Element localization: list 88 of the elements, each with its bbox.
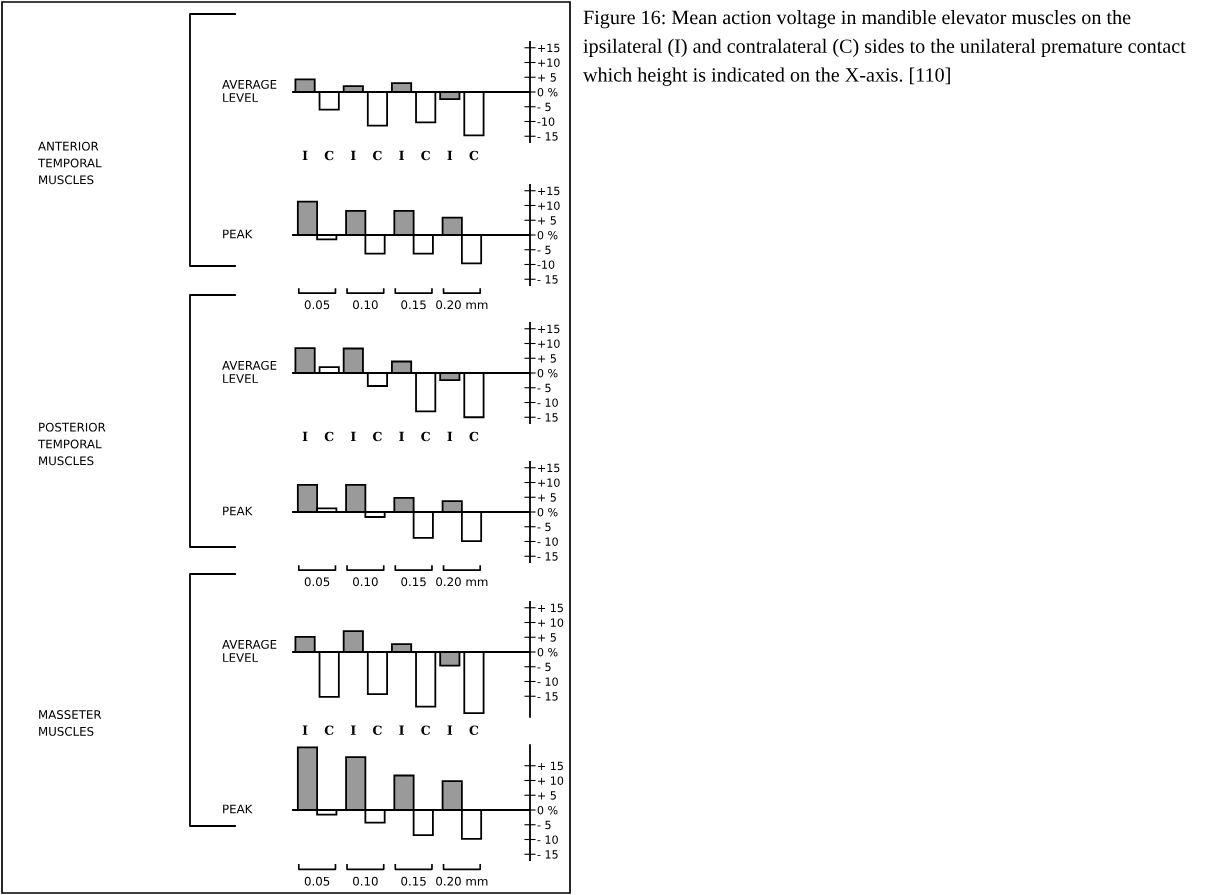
y-tick-label: 0 % — [537, 507, 558, 517]
y-axis-title: PEAK — [223, 506, 253, 516]
x-tick-label: C — [469, 431, 479, 442]
y-tick-label: - 15 — [537, 552, 558, 561]
y-axis-title: PEAK — [223, 804, 253, 814]
y-tick-label: - 10 — [537, 537, 558, 546]
y-tick-label: + 5 — [538, 791, 556, 800]
x-tick-label: C — [421, 150, 431, 161]
x-tick-label: C — [421, 725, 431, 735]
y-tick-label: +15 — [538, 186, 560, 196]
x-tick-label: 0.20 mm — [436, 577, 488, 587]
y-tick-label: +15 — [538, 463, 560, 473]
y-tick-label: - 15 — [537, 850, 558, 859]
x-tick-label: C — [372, 431, 382, 442]
text: ANTERIOR TEMPORAL MUSCLES — [37, 141, 102, 185]
text: MASSETER MUSCLES — [39, 710, 102, 736]
y-tick-label: - 10 — [537, 398, 558, 407]
x-tick-label: C — [469, 725, 479, 735]
y-tick-label: - 5 — [537, 662, 551, 672]
y-tick-label: 0 % — [537, 87, 558, 97]
y-tick-label: - 15 — [537, 132, 558, 141]
x-tick-label: I — [302, 725, 308, 735]
x-tick-label: C — [324, 431, 334, 442]
y-tick-label: + 15 — [538, 761, 563, 771]
x-tick-label: I — [302, 431, 308, 441]
y-tick-label: - 5 — [537, 102, 551, 112]
y-tick-label: -10 — [537, 117, 555, 126]
y-tick-label: 0 % — [537, 805, 558, 815]
y-tick-label: +10 — [538, 201, 560, 210]
y-tick-label: - 5 — [537, 245, 551, 255]
x-tick-label: C — [469, 150, 479, 161]
x-tick-label: I — [350, 150, 356, 160]
y-tick-label: +15 — [538, 324, 560, 334]
y-tick-label: - 5 — [537, 522, 551, 532]
x-tick-label: C — [324, 725, 334, 735]
x-tick-label: 0.05 — [304, 300, 330, 310]
x-tick-label: I — [447, 725, 453, 735]
y-tick-label: - 15 — [537, 692, 558, 701]
y-tick-label: +15 — [538, 43, 560, 53]
x-tick-label: 0.20 mm — [436, 876, 488, 886]
caption: Figure 16: Mean action voltage in mandible elevator muscles on the ipsilateral (I) and contralateral (C) sides to the unilateral premature contact which height is indicated on the X-axis. [110] — [583, 10, 1186, 86]
y-axis-title: AVERAGE LEVEL — [222, 79, 277, 102]
y-axis-title: AVERAGE LEVEL — [222, 639, 277, 662]
y-axis-title: AVERAGE LEVEL — [222, 360, 277, 383]
x-tick-label: 0.05 — [304, 876, 330, 886]
y-tick-label: 0 % — [537, 230, 558, 240]
y-tick-label: +10 — [538, 58, 560, 67]
y-tick-label: 0 % — [537, 368, 558, 378]
x-tick-label: C — [421, 431, 431, 442]
y-tick-label: + 15 — [538, 603, 563, 613]
y-tick-label: - 5 — [537, 820, 551, 830]
y-tick-label: + 5 — [538, 493, 556, 502]
y-tick-label: - 15 — [537, 275, 558, 284]
x-tick-label: 0.10 — [353, 577, 378, 587]
x-tick-label: I — [399, 431, 404, 441]
y-tick-label: - 10 — [537, 835, 558, 844]
x-tick-label: 0.20 mm — [436, 300, 488, 310]
x-tick-label: I — [447, 150, 453, 160]
y-tick-label: +10 — [538, 339, 560, 348]
x-tick-label: C — [372, 725, 382, 735]
y-tick-label: - 5 — [537, 383, 551, 393]
x-tick-label: I — [350, 725, 356, 735]
y-tick-label: + 5 — [538, 633, 556, 642]
y-tick-label: - 15 — [537, 413, 558, 422]
y-tick-label: 0 % — [537, 647, 558, 657]
x-tick-label: I — [350, 431, 356, 441]
x-tick-label: I — [399, 725, 404, 735]
x-tick-label: 0.05 — [304, 577, 330, 587]
y-tick-label: + 5 — [538, 354, 556, 363]
x-tick-label: I — [447, 431, 453, 441]
y-tick-label: + 5 — [538, 216, 556, 225]
text: POSTERIOR TEMPORAL MUSCLES — [37, 422, 106, 466]
y-axis-title: PEAK — [223, 229, 253, 239]
x-tick-label: 0.15 — [401, 300, 426, 310]
x-tick-label: 0.15 — [401, 876, 426, 886]
x-tick-label: 0.15 — [401, 577, 426, 587]
x-tick-label: C — [324, 150, 334, 161]
y-tick-label: + 5 — [538, 73, 556, 82]
x-tick-label: I — [399, 150, 404, 160]
x-tick-label: I — [302, 150, 308, 160]
x-tick-label: 0.10 — [353, 300, 378, 310]
y-tick-label: +10 — [538, 478, 560, 487]
y-tick-label: -10 — [537, 260, 555, 269]
y-tick-label: + 10 — [538, 618, 564, 627]
y-tick-label: + 10 — [538, 776, 564, 785]
x-tick-label: 0.10 — [353, 876, 378, 886]
y-tick-label: - 10 — [537, 677, 558, 686]
x-tick-label: C — [372, 150, 382, 161]
